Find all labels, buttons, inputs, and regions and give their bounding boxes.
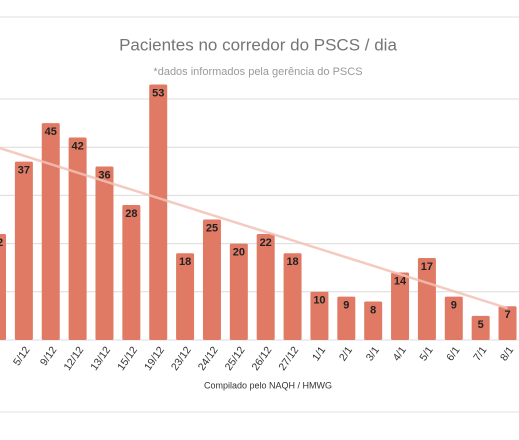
value-label: 42 — [71, 140, 83, 152]
bar — [417, 258, 436, 340]
x-tick-label: 6/1 — [444, 344, 462, 363]
value-label: 5 — [478, 319, 484, 331]
bar — [176, 253, 195, 340]
bar — [95, 166, 114, 340]
x-tick-label: 23/12 — [169, 344, 194, 373]
value-label: 36 — [98, 169, 110, 181]
bar — [256, 233, 275, 340]
value-label: 20 — [233, 247, 245, 259]
x-tick-label: 27/12 — [276, 344, 301, 373]
x-tick-label: 7/1 — [471, 344, 489, 363]
value-label: 37 — [18, 165, 30, 177]
value-label: 14 — [394, 275, 407, 287]
value-label: 18 — [286, 256, 298, 268]
bar — [229, 243, 248, 340]
trendline — [0, 146, 508, 310]
bar — [364, 301, 383, 340]
bar — [149, 84, 168, 340]
value-label: 9 — [343, 300, 349, 312]
x-tick-label: 12/12 — [61, 344, 86, 373]
value-label: 9 — [451, 300, 457, 312]
bar — [471, 315, 490, 340]
value-label: 22 — [260, 237, 272, 249]
bar — [498, 306, 517, 340]
bar — [0, 233, 6, 340]
bar — [391, 272, 410, 340]
bar — [122, 205, 141, 340]
value-label: 45 — [45, 126, 57, 138]
bar — [14, 161, 33, 340]
value-label: 7 — [504, 309, 510, 321]
bar — [202, 219, 221, 340]
chart-title: Pacientes no corredor do PSCS / dia — [119, 35, 397, 54]
x-tick-label: 5/12 — [11, 344, 33, 368]
x-tick-label: 24/12 — [196, 344, 221, 373]
bar — [68, 137, 87, 340]
value-label: 17 — [421, 261, 433, 273]
value-label: 10 — [313, 295, 325, 307]
value-label: 18 — [179, 256, 191, 268]
chart-subtitle: *dados informados pela gerência do PSCS — [153, 66, 362, 78]
x-tick-label: 15/12 — [115, 344, 140, 373]
bar — [283, 253, 302, 340]
bar — [310, 291, 329, 340]
bar — [337, 296, 356, 340]
value-label: 8 — [370, 304, 376, 316]
x-tick-label: 1/1 — [310, 344, 328, 363]
value-label: 28 — [125, 208, 137, 220]
x-tick-label: 26/12 — [250, 344, 275, 373]
x-tick-label: 3/1 — [364, 344, 382, 363]
x-tick-label: 2/1 — [337, 344, 355, 363]
x-tick-label: 13/12 — [88, 344, 113, 373]
value-label: 25 — [206, 222, 218, 234]
bar — [444, 296, 463, 340]
value-label: 22 — [0, 237, 3, 249]
x-tick-label: 9/12 — [38, 344, 60, 368]
x-tick-label: 4/1 — [391, 344, 409, 363]
bar — [41, 123, 60, 340]
x-tick-label: 5/1 — [417, 344, 435, 363]
x-axis-label: Compilado pelo NAQH / HMWG — [204, 380, 332, 390]
x-tick-label: 8/1 — [498, 344, 516, 363]
x-tick-label: 19/12 — [142, 344, 167, 373]
value-label: 53 — [152, 87, 164, 99]
x-tick-label: 25/12 — [223, 344, 248, 373]
